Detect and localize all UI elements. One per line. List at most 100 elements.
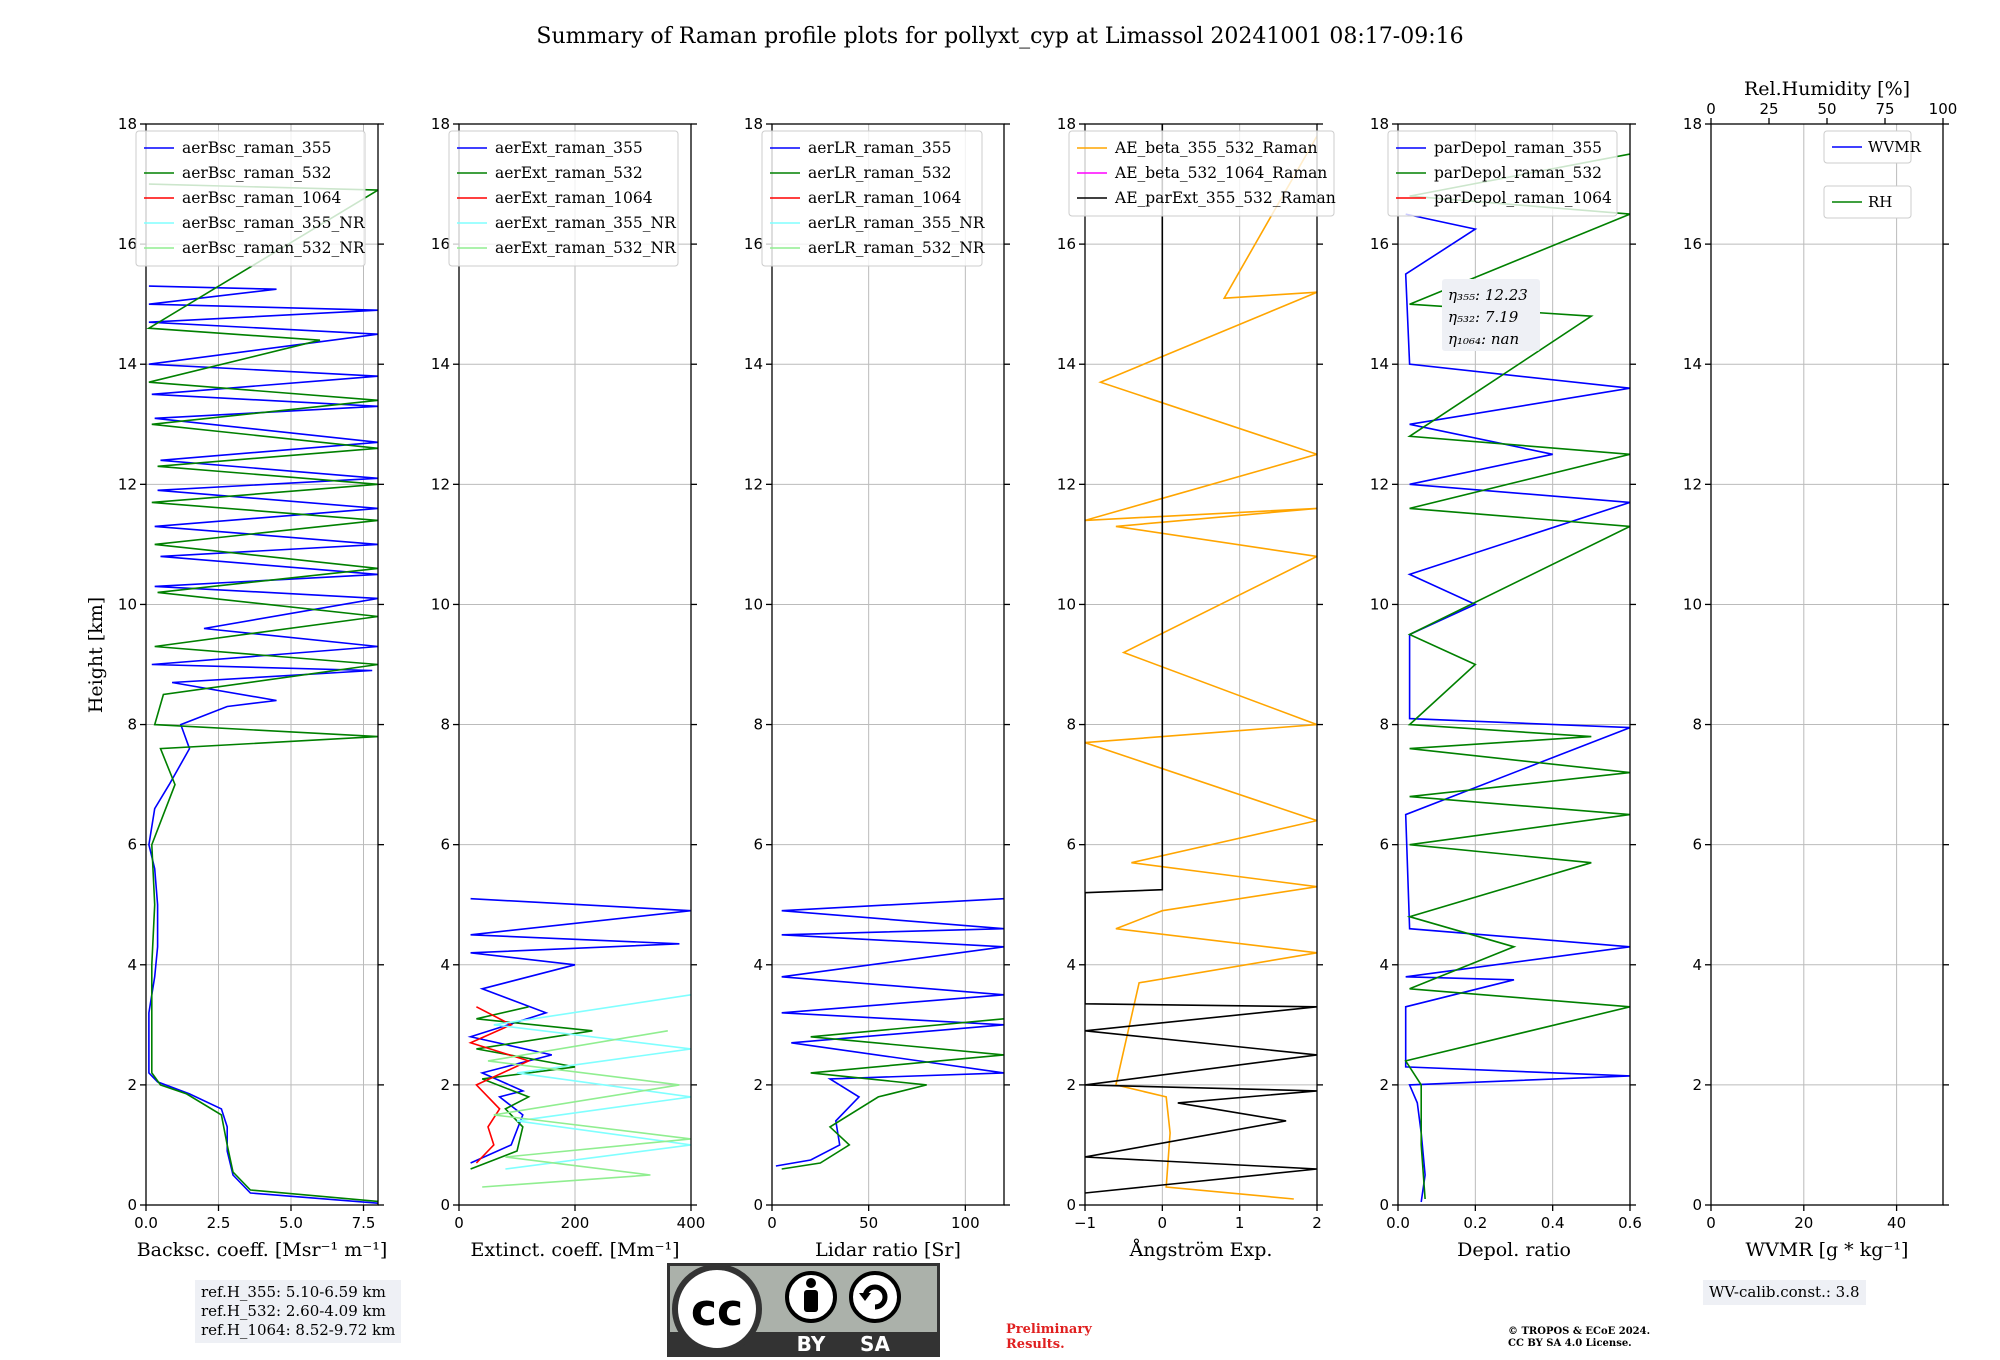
axes-frame (771, 123, 1005, 1206)
y-tick-label: 10 (1683, 595, 1702, 613)
y-tick-label: 2 (1692, 1076, 1702, 1094)
top-x-axis-label: Rel.Humidity [%] (1744, 78, 1910, 100)
y-tick-label: 0 (127, 1196, 137, 1214)
y-tick-label: 2 (127, 1076, 137, 1094)
wv-calib-box: WV-calib.const.: 3.8 (1703, 1280, 1866, 1305)
ref-height-355: ref.H_355: 5.10-6.59 km (201, 1283, 386, 1301)
legend-lr: aerLR_raman_355 aerLR_raman_532 aerLR_rama… (761, 130, 986, 267)
legend-label: AE_parExt_355_532_Raman (1114, 189, 1336, 207)
series-aerBsc_raman_355 (148, 285, 378, 1204)
y-tick-label: 16 (431, 235, 450, 253)
panel-bsc: 0 2 4 6 8 10 12 14 16 18 0.0 2.5 5.0 7.5 Backsc. coeff… (118, 115, 387, 1261)
axes-frame (1397, 123, 1631, 1206)
eta-label: η₁₀₆₄: nan (1448, 330, 1519, 348)
y-tick-label: 16 (1370, 235, 1389, 253)
y-tick-label: 2 (440, 1076, 450, 1094)
series-group (775, 897, 1004, 1170)
figure-title: Summary of Raman profile plots for polly… (536, 24, 1463, 49)
legend-box (1823, 130, 1912, 164)
y-tick-label: 10 (431, 595, 450, 613)
x-tick-label: −1 (1074, 1214, 1096, 1232)
legend-label: aerLR_raman_532_NR (808, 239, 986, 257)
legend-label: parDepol_raman_355 (1434, 139, 1602, 157)
y-tick-label: 12 (431, 475, 450, 493)
legend-label: WVMR (1868, 138, 1922, 156)
legend-bsc: aerBsc_raman_355 aerBsc_raman_532 aerBsc_r… (135, 130, 366, 267)
x-axis-label: Backsc. coeff. [Msr⁻¹ m⁻¹] (137, 1239, 388, 1261)
legend-label: parDepol_raman_532 (1434, 164, 1602, 182)
y-tick-label: 6 (1692, 836, 1702, 854)
series-group (1085, 124, 1317, 1200)
x-axis-label: WVMR [g * kg⁻¹] (1746, 1239, 1909, 1261)
x-tick-label: 0 (767, 1214, 777, 1232)
x-tick-label: 0.4 (1541, 1214, 1565, 1232)
y-tick-label: 8 (127, 716, 137, 734)
series-aerExt_raman_355 (467, 897, 691, 1164)
legend-label: aerExt_raman_532 (495, 164, 643, 182)
legend-label: aerLR_raman_355 (808, 139, 951, 157)
y-tick-label: 12 (1370, 475, 1389, 493)
series-parDepol_raman_532 (1404, 153, 1630, 1200)
legend-box (448, 130, 679, 267)
y-tick-label: 18 (1057, 115, 1076, 133)
y-axis-label: Height [km] (85, 597, 107, 713)
legend-label: RH (1868, 193, 1892, 211)
preliminary-note: Preliminary Results. (1006, 1322, 1092, 1352)
eta-box (1442, 279, 1540, 351)
sa-icon (849, 1271, 901, 1323)
series-aerExt_raman_532_NR (482, 1030, 691, 1188)
y-tick-label: 2 (753, 1076, 763, 1094)
legend-label: AE_beta_355_532_Raman (1114, 139, 1317, 157)
y-tick-label: 6 (1379, 836, 1389, 854)
top-x-tick-label: 100 (1929, 100, 1958, 118)
preliminary-line-1: Preliminary (1006, 1322, 1092, 1337)
legend-label: aerBsc_raman_532_NR (182, 239, 366, 257)
top-x-tick-label: 0 (1706, 100, 1716, 118)
y-tick-label: 0 (1379, 1196, 1389, 1214)
y-tick-label: 18 (1370, 115, 1389, 133)
y-tick-label: 18 (1683, 115, 1702, 133)
x-axis-label: Extinct. coeff. [Mm⁻¹] (470, 1239, 679, 1261)
legend-label: AE_beta_532_1064_Raman (1114, 164, 1327, 182)
y-tick-label: 6 (440, 836, 450, 854)
legend-label: aerLR_raman_532 (808, 164, 951, 182)
y-tick-label: 14 (744, 355, 763, 373)
y-tick-label: 14 (1057, 355, 1076, 373)
y-tick-label: 16 (118, 235, 137, 253)
series-AE_beta_355_532_Raman (1085, 135, 1317, 1200)
x-tick-label: 0.0 (134, 1214, 158, 1232)
eta-label: η₃₅₅: 12.23 (1448, 286, 1528, 304)
top-x-tick-label: 25 (1759, 100, 1778, 118)
cc-license-badge: cc BY SA (667, 1263, 940, 1357)
y-tick-label: 2 (1379, 1076, 1389, 1094)
series-group (467, 897, 691, 1188)
series-parDepol_raman_355 (1404, 213, 1630, 1203)
cc-letters: cc (691, 1285, 743, 1336)
top-x-tick-label: 75 (1875, 100, 1894, 118)
y-tick-label: 18 (744, 115, 763, 133)
sa-label: SA (860, 1332, 890, 1356)
panel-ext: 0 2 4 6 8 10 12 14 16 18 0 200 400 Extinct. coeff. [M… (431, 115, 705, 1261)
preliminary-line-2: Results. (1006, 1337, 1065, 1352)
y-tick-label: 8 (440, 716, 450, 734)
series-group (1404, 153, 1630, 1203)
x-tick-label: 7.5 (352, 1214, 376, 1232)
legend-depol: parDepol_raman_355 parDepol_raman_532 parD… (1387, 130, 1618, 217)
y-tick-label: 8 (1066, 716, 1076, 734)
y-tick-label: 12 (744, 475, 763, 493)
x-tick-label: 200 (561, 1214, 590, 1232)
copyright-line-2: CC BY SA 4.0 License. (1508, 1338, 1632, 1349)
x-tick-label: 0.2 (1463, 1214, 1487, 1232)
x-tick-label: 2 (1312, 1214, 1322, 1232)
x-tick-label: 0.0 (1386, 1214, 1410, 1232)
top-x-tick-label: 50 (1817, 100, 1836, 118)
y-tick-label: 6 (1066, 836, 1076, 854)
x-tick-label: 40 (1887, 1214, 1906, 1232)
x-axis-label: Lidar ratio [Sr] (815, 1239, 961, 1261)
axes-frame (1084, 123, 1318, 1206)
y-tick-label: 18 (431, 115, 450, 133)
y-tick-label: 4 (753, 956, 763, 974)
y-tick-label: 14 (118, 355, 137, 373)
legend-box (1823, 185, 1912, 219)
